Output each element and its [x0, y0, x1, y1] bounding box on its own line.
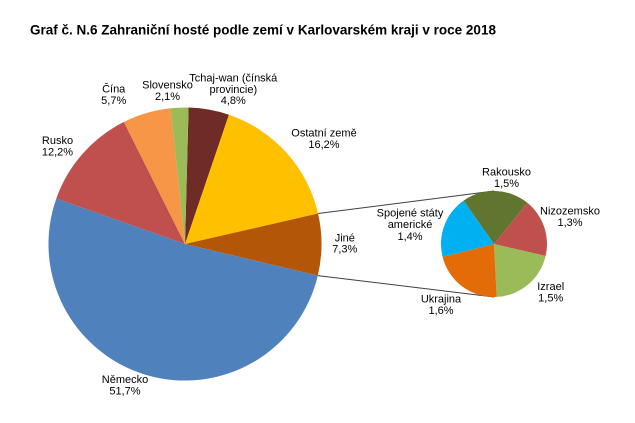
svg-text:Spojené státy: Spojené státy: [377, 208, 444, 220]
svg-text:7,3%: 7,3%: [332, 244, 357, 256]
svg-text:16,2%: 16,2%: [308, 139, 339, 151]
svg-text:Ostatní země: Ostatní země: [291, 128, 356, 140]
svg-text:Ukrajina: Ukrajina: [421, 294, 462, 306]
svg-text:2,1%: 2,1%: [155, 91, 180, 103]
svg-text:Slovensko: Slovensko: [142, 79, 193, 91]
svg-text:5,7%: 5,7%: [101, 95, 126, 107]
svg-text:provincie): provincie): [209, 84, 257, 96]
svg-text:1,3%: 1,3%: [557, 217, 582, 229]
svg-text:4,8%: 4,8%: [221, 95, 246, 107]
svg-text:americké: americké: [388, 219, 433, 231]
svg-text:Německo: Německo: [102, 374, 148, 386]
svg-text:Rusko: Rusko: [42, 135, 73, 147]
svg-text:51,7%: 51,7%: [109, 386, 140, 398]
svg-text:Nizozemsko: Nizozemsko: [540, 206, 600, 218]
svg-text:1,4%: 1,4%: [397, 231, 422, 243]
svg-text:Čína: Čína: [102, 83, 126, 96]
svg-text:1,5%: 1,5%: [538, 293, 563, 305]
svg-text:12,2%: 12,2%: [42, 147, 73, 159]
svg-text:Izrael: Izrael: [537, 281, 564, 293]
svg-text:1,5%: 1,5%: [494, 178, 519, 190]
svg-text:Jiné: Jiné: [335, 232, 355, 244]
svg-text:Graf č. N.6 Zahraniční hosté p: Graf č. N.6 Zahraniční hosté podle zemí …: [30, 22, 496, 37]
svg-text:1,6%: 1,6%: [428, 305, 453, 317]
svg-text:Rakousko: Rakousko: [482, 166, 531, 178]
svg-text:Tchaj-wan (čínská: Tchaj-wan (čínská: [189, 73, 278, 85]
